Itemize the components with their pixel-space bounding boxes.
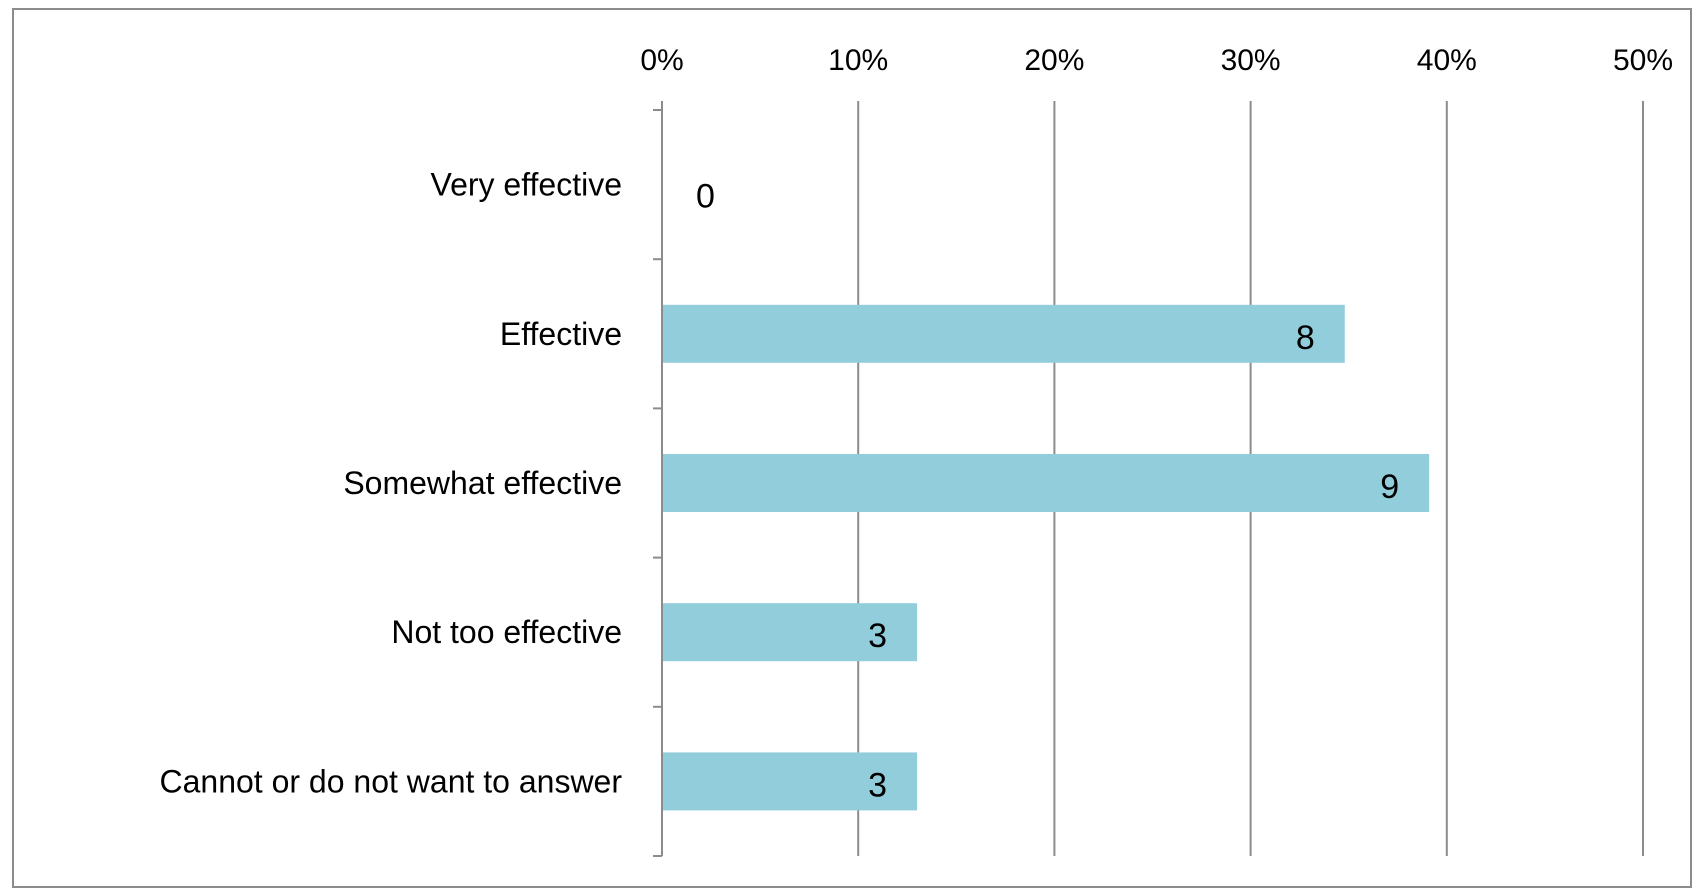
data-label: 0 bbox=[696, 178, 715, 216]
category-label: Very effective bbox=[430, 167, 622, 203]
category-label: Somewhat effective bbox=[343, 465, 622, 501]
chart-frame bbox=[12, 8, 1692, 888]
category-label: Cannot or do not want to answer bbox=[160, 763, 623, 799]
data-label: 3 bbox=[868, 617, 887, 655]
x-tick-label: 10% bbox=[828, 44, 888, 77]
category-label: Effective bbox=[500, 316, 622, 352]
bars bbox=[662, 304, 1430, 811]
x-tick-label: 50% bbox=[1613, 44, 1673, 77]
bar bbox=[662, 304, 1345, 363]
labels: 0% 10% 20% 30% 40% 50% Very effective 0 Effectiv… bbox=[160, 44, 1674, 804]
axes bbox=[653, 101, 1644, 857]
bar bbox=[662, 454, 1430, 512]
x-tick-label: 20% bbox=[1024, 44, 1084, 77]
x-tick-label: 30% bbox=[1221, 44, 1281, 77]
x-tick-label: 40% bbox=[1417, 44, 1477, 77]
category-label: Not too effective bbox=[391, 614, 622, 650]
bar bbox=[662, 603, 918, 662]
x-tick-label: 0% bbox=[640, 44, 683, 77]
data-label: 3 bbox=[868, 766, 887, 804]
bar bbox=[662, 752, 918, 811]
data-label: 8 bbox=[1296, 319, 1315, 357]
data-label: 9 bbox=[1380, 468, 1399, 506]
